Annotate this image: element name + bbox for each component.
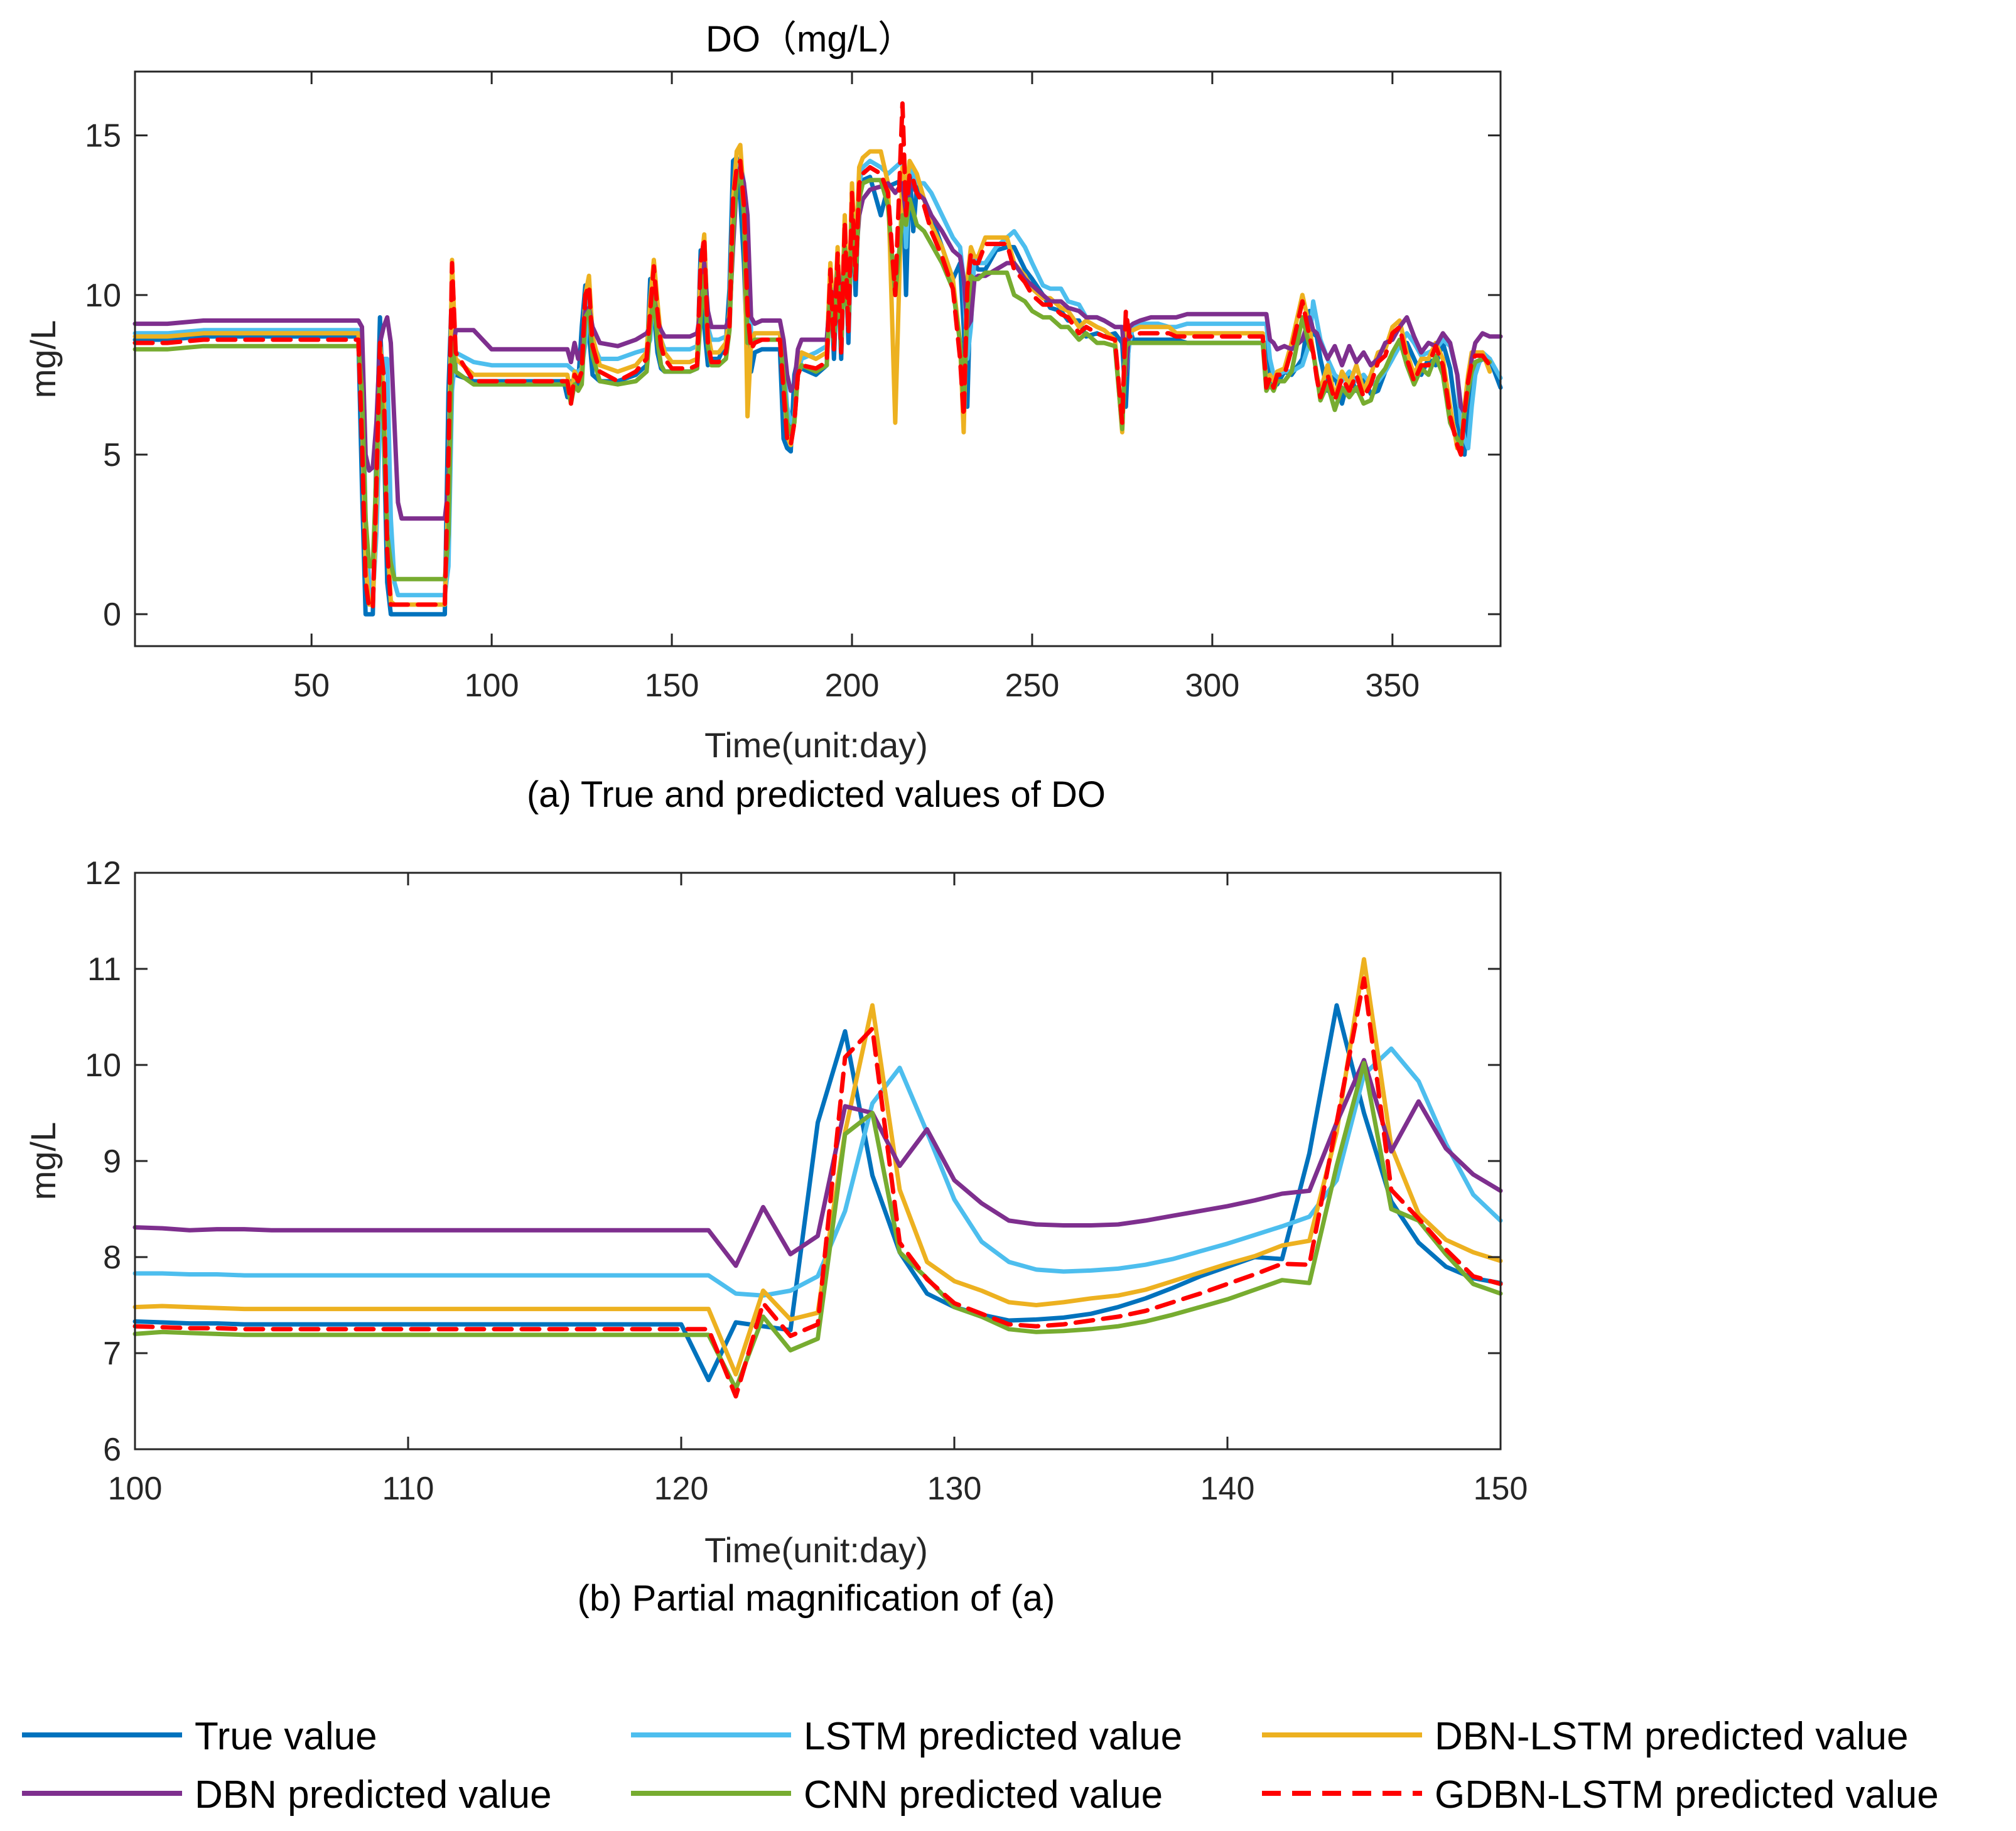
panel-b-y-tick-label: 10 bbox=[85, 1047, 121, 1084]
panel-a: DO（mg/L） 0 5 10 15 50 100 150 200 250 300 350 mg/… bbox=[23, 19, 1503, 815]
panel-b-series-dbn-predicted-value bbox=[132, 1057, 1503, 1268]
panel-b-x-tick-label: 130 bbox=[927, 1471, 982, 1507]
legend-label: DBN predicted value bbox=[195, 1773, 552, 1817]
panel-b-x-tick-label: 140 bbox=[1200, 1471, 1255, 1507]
legend-label: LSTM predicted value bbox=[804, 1715, 1182, 1758]
panel-b-y-tick-label: 11 bbox=[87, 951, 121, 988]
legend-item-dbn-lstm: DBN-LSTM predicted value bbox=[1262, 1715, 1909, 1758]
panel-a-series-dbn-predicted-value bbox=[132, 165, 1503, 521]
legend-label: True value bbox=[195, 1715, 377, 1758]
panel-a-x-label: Time(unit:day) bbox=[704, 725, 928, 765]
panel-a-x-tick-label: 250 bbox=[1005, 667, 1060, 704]
panel-b-series-true-value bbox=[132, 1003, 1503, 1383]
panel-a-x-tick-label: 100 bbox=[465, 667, 519, 704]
panel-a-x-tick-label: 300 bbox=[1185, 667, 1240, 704]
panel-a-y-tick-label: 15 bbox=[85, 118, 121, 154]
panel-b-x-tick-label: 120 bbox=[654, 1471, 709, 1507]
panel-b-y-ticks: 6 7 8 9 10 11 12 bbox=[85, 855, 1501, 1468]
panel-a-caption: (a) True and predicted values of DO bbox=[527, 774, 1106, 815]
legend-item-true-value: True value bbox=[22, 1715, 377, 1758]
panel-a-series-group bbox=[132, 101, 1503, 617]
legend-item-gdbn-lstm: GDBN-LSTM predicted value bbox=[1262, 1773, 1939, 1817]
panel-b-series-lstm-predicted-value bbox=[132, 1046, 1503, 1298]
panel-b-series-cnn-predicted-value bbox=[132, 1061, 1503, 1391]
panel-a-series-gdbn-lstm-predicted-value bbox=[132, 101, 1492, 610]
panel-a-series-true-value bbox=[132, 155, 1503, 617]
panel-a-title: DO（mg/L） bbox=[706, 19, 914, 60]
panel-b-y-tick-label: 6 bbox=[103, 1432, 121, 1468]
legend-item-cnn: CNN predicted value bbox=[631, 1773, 1163, 1817]
legend-item-lstm: LSTM predicted value bbox=[631, 1715, 1182, 1758]
panel-b-caption: (b) Partial magnification of (a) bbox=[578, 1578, 1055, 1619]
panel-a-y-ticks: 0 5 10 15 bbox=[85, 118, 1501, 633]
panel-a-x-tick-label: 50 bbox=[293, 667, 330, 704]
panel-a-x-tick-label: 350 bbox=[1365, 667, 1420, 704]
panel-b-frame bbox=[134, 872, 1502, 1450]
panel-b-x-ticks: 100 110 120 130 140 150 bbox=[108, 873, 1528, 1507]
panel-b-y-label: mg/L bbox=[23, 1122, 63, 1201]
panel-b-series-gdbn-lstm-predicted-value bbox=[132, 976, 1503, 1399]
panel-a-x-ticks: 50 100 150 200 250 300 350 bbox=[293, 72, 1420, 704]
panel-a-y-label: mg/L bbox=[23, 320, 63, 399]
panel-a-y-tick-label: 5 bbox=[103, 437, 121, 473]
panel-b-x-tick-label: 110 bbox=[382, 1471, 434, 1507]
legend-label: GDBN-LSTM predicted value bbox=[1435, 1773, 1939, 1817]
panel-a-frame bbox=[134, 70, 1502, 647]
panel-a-series-lstm-predicted-value bbox=[132, 158, 1503, 601]
panel-a-y-tick-label: 10 bbox=[85, 278, 121, 314]
panel-b-series-group bbox=[132, 957, 1503, 1399]
legend-item-dbn: DBN predicted value bbox=[22, 1773, 552, 1817]
legend-label: DBN-LSTM predicted value bbox=[1435, 1715, 1909, 1758]
panel-b-y-tick-label: 8 bbox=[103, 1240, 121, 1276]
panel-a-x-tick-label: 200 bbox=[825, 667, 880, 704]
panel-b-x-tick-label: 100 bbox=[108, 1471, 163, 1507]
panel-b: 6 7 8 9 10 11 12 100 110 120 130 140 150 mg/L Time(… bbox=[23, 855, 1528, 1619]
panel-b-x-tick-label: 150 bbox=[1474, 1471, 1528, 1507]
panel-b-x-label: Time(unit:day) bbox=[704, 1530, 928, 1570]
panel-b-y-tick-label: 9 bbox=[103, 1143, 121, 1180]
panel-a-x-tick-label: 150 bbox=[645, 667, 699, 704]
legend-label: CNN predicted value bbox=[804, 1773, 1163, 1817]
panel-b-y-tick-label: 12 bbox=[85, 855, 121, 892]
panel-a-y-tick-label: 0 bbox=[103, 597, 121, 633]
legend: True value LSTM predicted value DBN-LSTM… bbox=[22, 1715, 1939, 1817]
panel-b-y-tick-label: 7 bbox=[103, 1336, 121, 1372]
